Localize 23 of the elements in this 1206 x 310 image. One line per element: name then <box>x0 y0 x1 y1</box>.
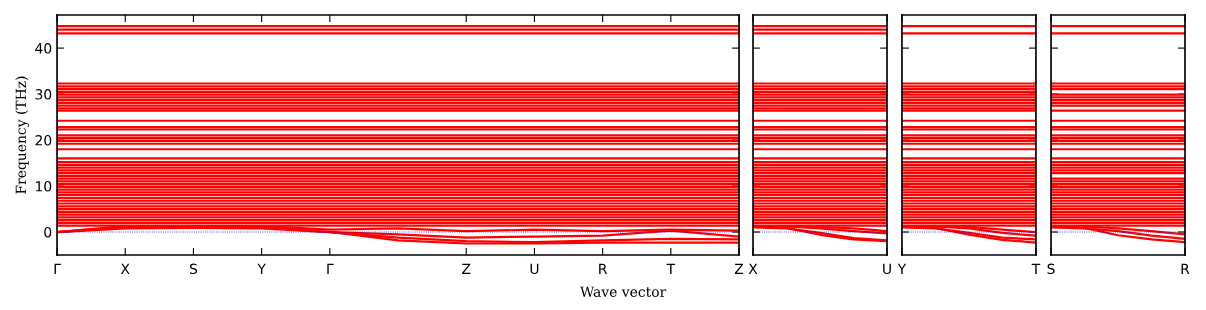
x-tick-label: X <box>748 263 758 274</box>
y-tick-label: 0 <box>44 226 52 238</box>
y-axis-title: Frequency (THz) <box>15 76 29 194</box>
y-tick-label: 40 <box>35 43 52 54</box>
x-tick-label: T <box>666 263 676 274</box>
x-tick-label: U <box>883 263 891 275</box>
x-tick-label: X <box>120 263 130 274</box>
x-tick-label: S <box>1047 263 1055 275</box>
x-tick-label: Z <box>734 263 744 274</box>
x-tick-label: T <box>1031 263 1041 274</box>
x-tick-label: R <box>1181 263 1190 274</box>
x-tick-label: S <box>189 263 198 275</box>
y-tick-label: 20 <box>35 135 52 146</box>
y-tick-label: 10 <box>36 181 52 192</box>
x-tick-label: Γ <box>54 263 61 274</box>
x-tick-label: Y <box>257 263 266 274</box>
x-tick-label: R <box>599 263 608 274</box>
x-tick-label: U <box>530 263 539 275</box>
x-tick-label: Z <box>462 263 471 274</box>
x-axis-title: Wave vector <box>580 286 667 297</box>
y-tick-label: 30 <box>35 89 52 100</box>
x-tick-label: Γ <box>327 263 334 274</box>
x-tick-label: Y <box>897 263 907 274</box>
